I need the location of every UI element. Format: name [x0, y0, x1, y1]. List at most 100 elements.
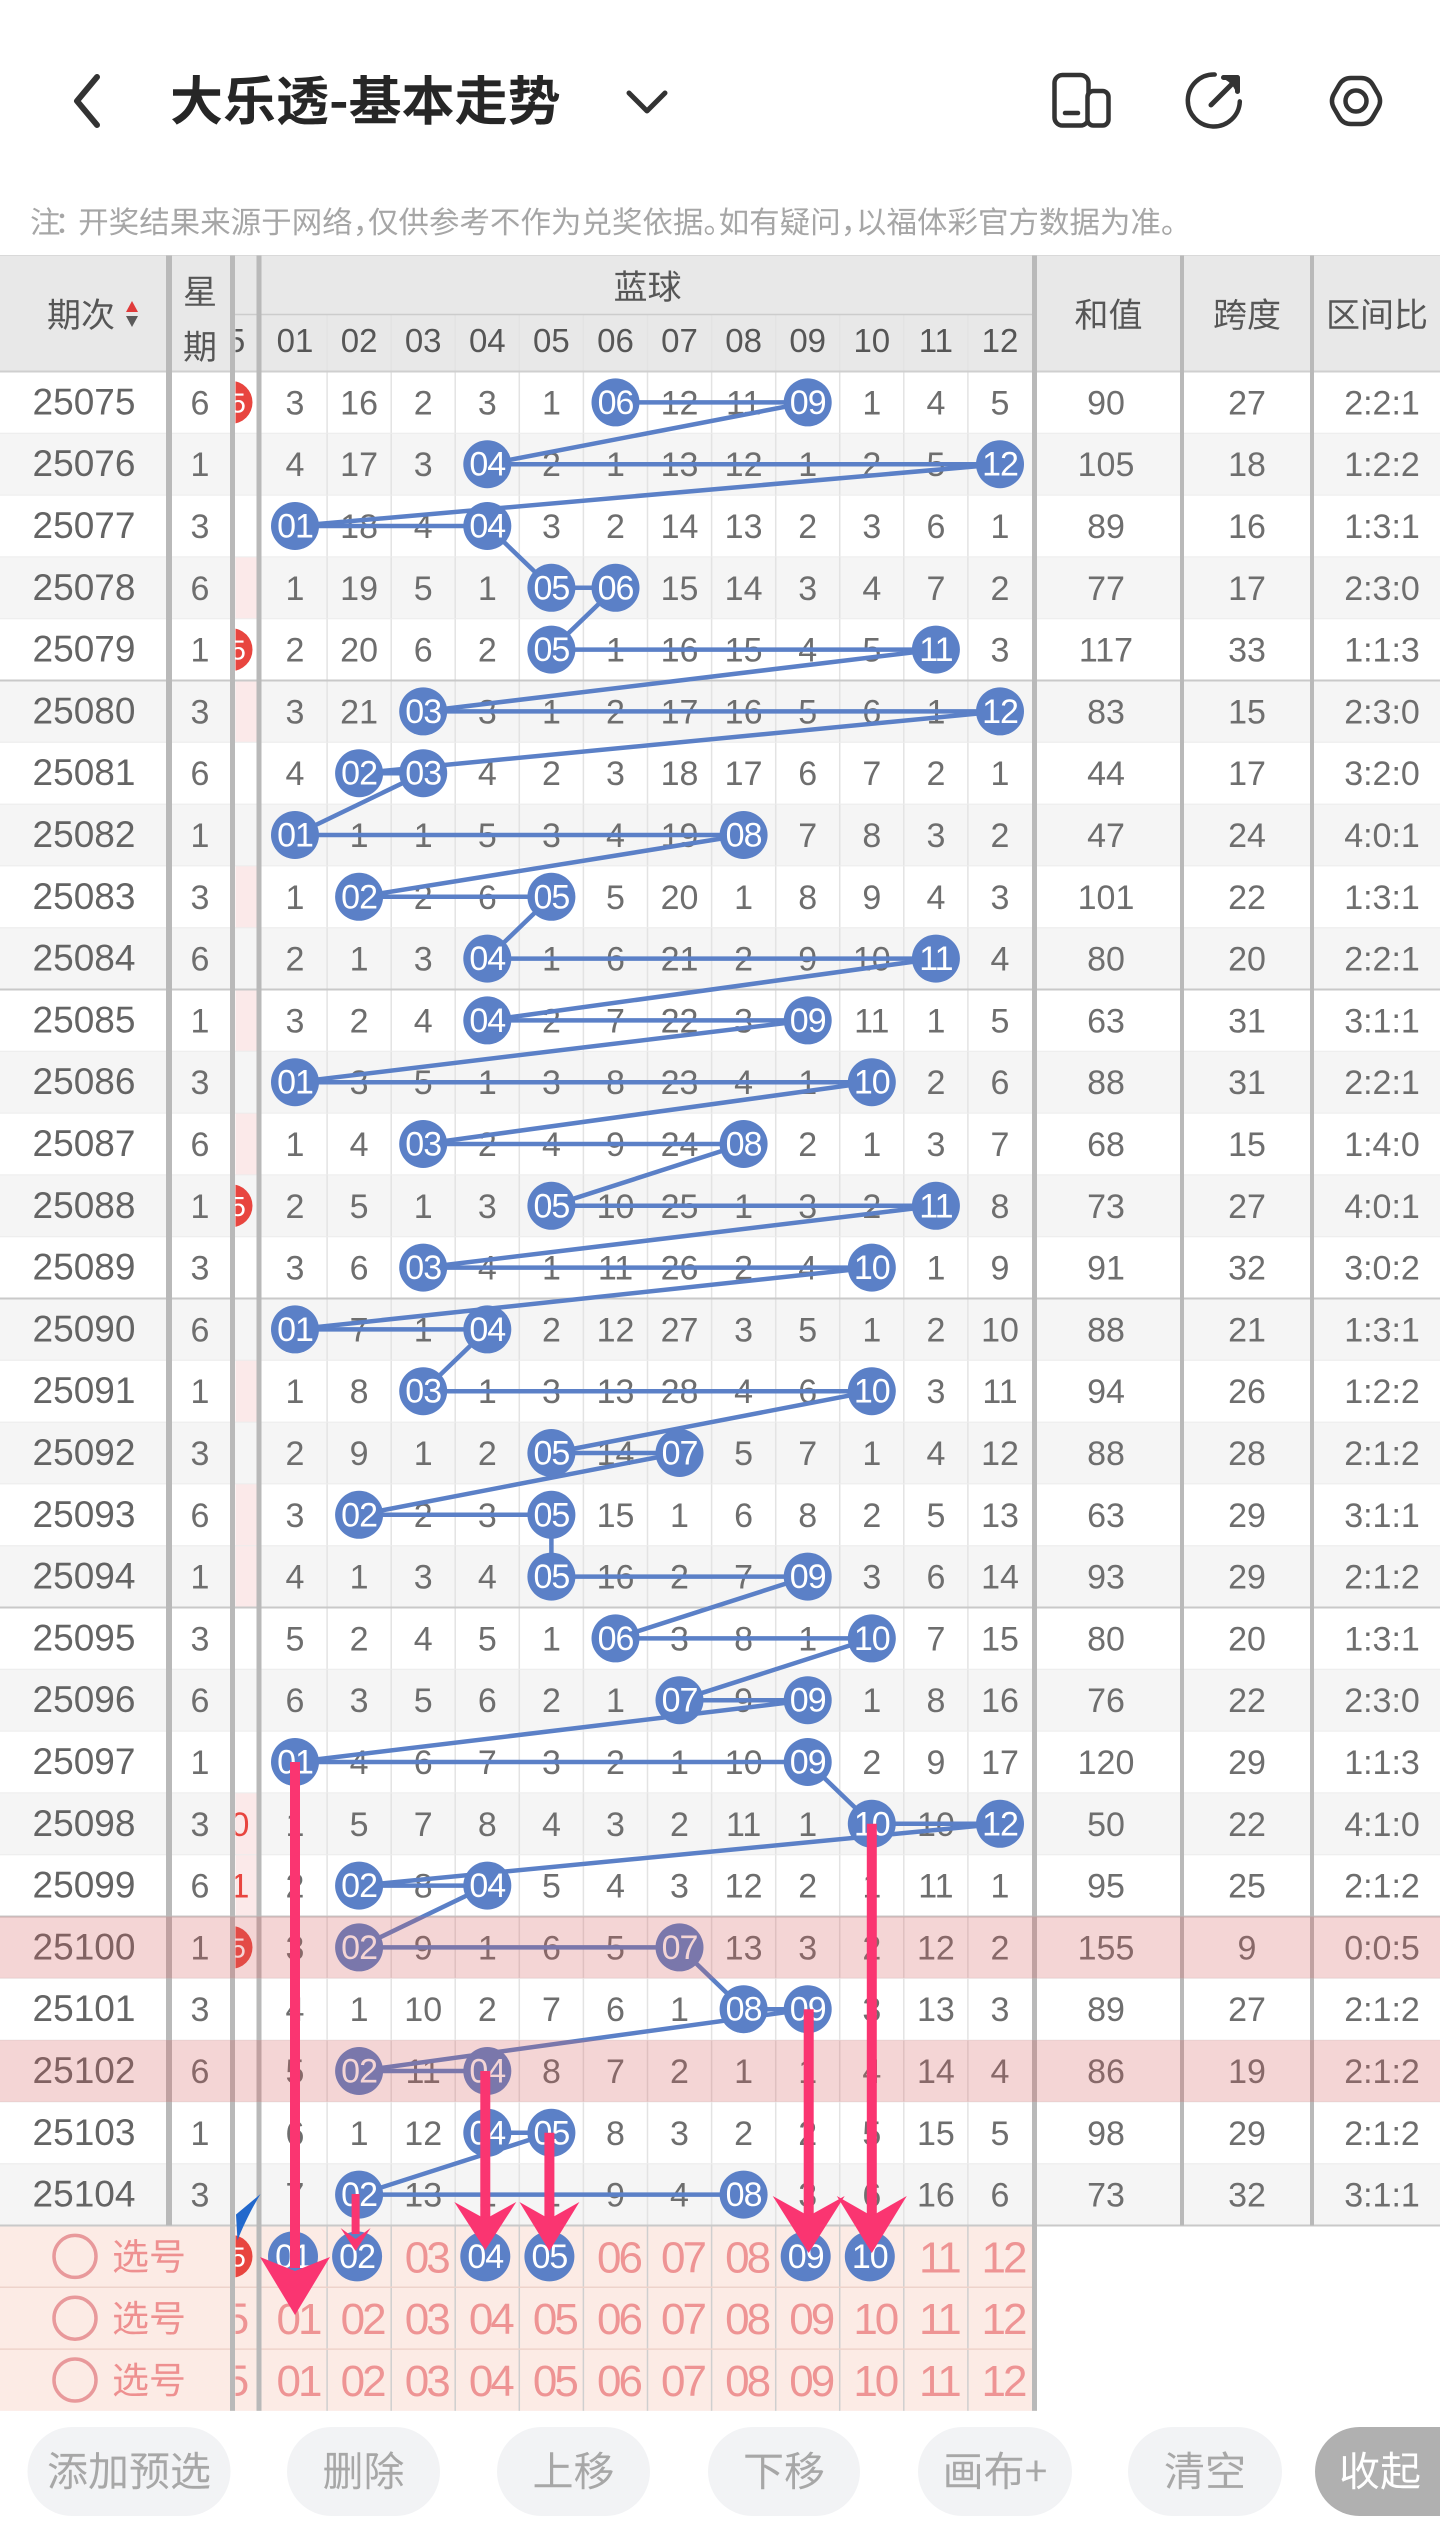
svg-text:1: 1: [926, 1250, 945, 1288]
svg-text:25075: 25075: [33, 381, 136, 422]
svg-text:15: 15: [981, 1620, 1019, 1658]
svg-text:4: 4: [926, 879, 945, 917]
svg-text:05: 05: [533, 1558, 569, 1596]
svg-text:2: 2: [478, 1991, 497, 2029]
svg-text:10: 10: [854, 1620, 890, 1658]
svg-text:3: 3: [414, 446, 433, 484]
svg-text:07: 07: [661, 2233, 705, 2282]
svg-text:11: 11: [919, 1187, 952, 1225]
svg-text:9: 9: [1238, 1929, 1257, 1967]
svg-text:14: 14: [917, 2053, 955, 2091]
svg-text:27: 27: [1228, 384, 1266, 422]
svg-text:10: 10: [854, 1373, 890, 1411]
svg-text:25092: 25092: [33, 1432, 136, 1473]
svg-text:6: 6: [798, 755, 817, 793]
svg-text:3: 3: [191, 1620, 210, 1658]
svg-text:1: 1: [734, 2053, 753, 2091]
svg-text:01: 01: [277, 1311, 313, 1349]
svg-text:4: 4: [862, 570, 881, 608]
svg-text:3: 3: [286, 1250, 305, 1288]
svg-text:2: 2: [991, 817, 1010, 855]
svg-text:1: 1: [862, 1682, 881, 1720]
svg-text:03: 03: [405, 2233, 449, 2282]
svg-text:12: 12: [982, 2295, 1026, 2344]
svg-text:1: 1: [991, 508, 1010, 546]
svg-text:32: 32: [1228, 2177, 1266, 2215]
svg-text:89: 89: [1087, 508, 1125, 546]
svg-text:1: 1: [350, 1991, 369, 2029]
svg-text:1: 1: [478, 570, 497, 608]
svg-text:04: 04: [469, 2295, 514, 2344]
svg-text:33: 33: [1228, 632, 1266, 670]
svg-text:16: 16: [917, 2177, 955, 2215]
svg-text:1: 1: [542, 384, 561, 422]
svg-text:12: 12: [981, 1435, 1019, 1473]
svg-text:2:2:1: 2:2:1: [1344, 1064, 1420, 1102]
svg-text:155: 155: [1078, 1929, 1135, 1967]
svg-text:5: 5: [230, 2241, 246, 2272]
svg-text:1: 1: [734, 879, 753, 917]
svg-text:25085: 25085: [33, 999, 136, 1040]
svg-text:01: 01: [277, 508, 313, 546]
svg-text:3: 3: [414, 941, 433, 979]
svg-text:04: 04: [469, 1002, 505, 1040]
svg-text:1: 1: [542, 1620, 561, 1658]
svg-text:1: 1: [191, 1002, 210, 1040]
svg-text:05: 05: [533, 1187, 569, 1225]
svg-text:1: 1: [191, 1188, 210, 1226]
svg-text:12: 12: [404, 2115, 442, 2153]
svg-text:2: 2: [670, 1806, 689, 1844]
svg-text:63: 63: [1087, 1497, 1125, 1535]
svg-text:5: 5: [606, 879, 625, 917]
svg-text:8: 8: [798, 879, 817, 917]
svg-text:2: 2: [991, 1929, 1010, 1967]
svg-text:1: 1: [991, 1868, 1010, 1906]
svg-text:3: 3: [798, 1929, 817, 1967]
svg-text:7: 7: [798, 1435, 817, 1473]
svg-text:12: 12: [982, 1805, 1018, 1843]
svg-text:01: 01: [277, 1064, 313, 1102]
svg-text:3: 3: [798, 570, 817, 608]
svg-text:11: 11: [918, 1868, 953, 1906]
svg-text:7: 7: [862, 755, 881, 793]
svg-text:12: 12: [982, 322, 1019, 359]
svg-text:03: 03: [405, 2295, 449, 2344]
svg-text:86: 86: [1087, 2053, 1125, 2091]
svg-text:3: 3: [350, 1682, 369, 1720]
svg-text:20: 20: [1228, 1620, 1266, 1658]
svg-text:04: 04: [469, 508, 505, 546]
svg-text:3: 3: [862, 508, 881, 546]
svg-text:47: 47: [1087, 817, 1125, 855]
svg-text:1: 1: [414, 1435, 433, 1473]
svg-text:20: 20: [340, 632, 378, 670]
svg-text:08: 08: [726, 1991, 762, 2029]
svg-text:6: 6: [286, 1682, 305, 1720]
svg-text:5: 5: [991, 2115, 1010, 2153]
svg-text:25083: 25083: [33, 876, 136, 917]
svg-text:1: 1: [991, 755, 1010, 793]
svg-text:1:3:1: 1:3:1: [1344, 1620, 1420, 1658]
svg-text:5: 5: [478, 1620, 497, 1658]
svg-text:25098: 25098: [33, 1803, 136, 1844]
svg-text:05: 05: [533, 878, 569, 916]
svg-text:2:1:2: 2:1:2: [1344, 2053, 1420, 2091]
svg-text:10: 10: [854, 1249, 890, 1287]
svg-text:17: 17: [340, 446, 378, 484]
svg-text:05: 05: [533, 2295, 577, 2344]
svg-text:18: 18: [661, 755, 699, 793]
svg-text:04: 04: [469, 940, 505, 978]
svg-text:3: 3: [191, 693, 210, 731]
svg-text:25082: 25082: [33, 814, 136, 855]
svg-text:07: 07: [661, 2357, 705, 2406]
svg-text:08: 08: [726, 2176, 762, 2214]
svg-text:25104: 25104: [33, 2174, 136, 2215]
svg-text:07: 07: [662, 1435, 698, 1473]
svg-text:3: 3: [926, 1126, 945, 1164]
svg-text:04: 04: [469, 1867, 505, 1905]
svg-text:8: 8: [862, 817, 881, 855]
svg-text:1: 1: [191, 817, 210, 855]
svg-text:2: 2: [286, 632, 305, 670]
svg-text:1: 1: [191, 2115, 210, 2153]
svg-text:10: 10: [981, 1311, 1019, 1349]
svg-text:13: 13: [725, 508, 763, 546]
